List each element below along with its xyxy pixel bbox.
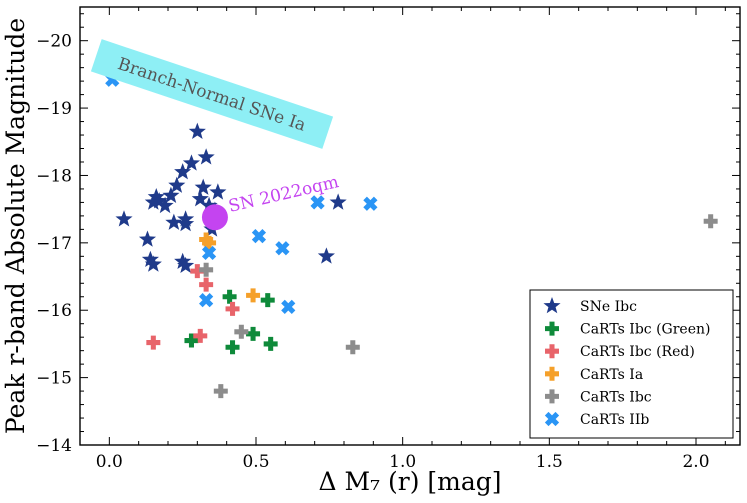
sne-ibc-point (200, 196, 218, 214)
carts-ia-point (202, 235, 217, 250)
sne-ibc-point (162, 186, 180, 203)
y-tick-label: −17 (36, 234, 72, 254)
legend-label-carts-ibc-green: CaRTs Ibc (Green) (580, 322, 710, 338)
sn2022oqm-marker (201, 204, 228, 231)
legend-box (529, 289, 734, 439)
y-tick-label: −18 (36, 166, 72, 186)
carts-ibc-red-point (146, 335, 161, 350)
x-tick-label: 0.0 (96, 452, 123, 472)
sne-ibc-point (115, 210, 133, 227)
sne-ibc-point (197, 148, 215, 165)
sne-ibc-point (141, 250, 159, 267)
carts-ibc-red-point (199, 277, 214, 292)
sne-ibc-point (147, 188, 165, 205)
carts-ibc-point (234, 324, 249, 339)
legend-marker-carts-ia (545, 366, 559, 381)
legend-label-carts-ia: CaRTs Ia (580, 367, 643, 383)
carts-iib-point (199, 293, 214, 308)
carts-ibc-red-point (225, 301, 240, 316)
carts-ibc-point (213, 384, 228, 399)
carts-iib-point (281, 299, 296, 314)
sne-ibc-point (329, 193, 347, 210)
legend: SNe Ibc CaRTs Ibc (Green) CaRTs Ibc (Red) C… (529, 289, 734, 439)
legend-marker-carts-ibc (545, 389, 559, 404)
sne-ibc-point (177, 210, 195, 227)
data-marks (105, 72, 718, 399)
sne-ibc-point (168, 176, 186, 193)
x-tick-label: 2.0 (682, 452, 709, 472)
legend-label-carts-ibc-red: CaRTs Ibc (Red) (580, 344, 695, 360)
carts-iib-point (275, 241, 290, 256)
sne-ibc-point (177, 256, 195, 274)
carts-ia-point (199, 232, 214, 247)
carts-iib-point (363, 196, 378, 211)
carts-ibc-green-point (225, 340, 240, 355)
x-tick-label: 1.5 (536, 452, 563, 472)
y-tick-label: −20 (36, 32, 72, 52)
branch-normal-box (90, 39, 334, 149)
sne-ibc-point (144, 255, 162, 272)
x-tick-label: 1.0 (389, 452, 416, 472)
legend-marker-carts-ibc-red (545, 344, 559, 359)
carts-ibc-point (345, 340, 360, 355)
carts-ibc-green-point (246, 326, 261, 341)
axis-ticks: 0.0 0.5 1.0 1.5 2.0 −20 −19 −18 −17 −16 −15 −14 (36, 7, 740, 472)
sne-ibc-point (177, 214, 195, 232)
sne-ibc-point (209, 183, 227, 200)
y-tick-label: −15 (36, 369, 72, 389)
carts-ibc-green-point (263, 336, 278, 351)
carts-ibc-point (199, 262, 214, 277)
sne-ibc-point (174, 163, 192, 180)
sne-ibc-point (156, 196, 174, 214)
carts-ibc-red-point (193, 328, 208, 343)
carts-ibc-point (703, 214, 718, 229)
carts-ibc-red-point (190, 264, 205, 279)
x-tick-label: 0.5 (242, 452, 269, 472)
sne-ibc-point (317, 247, 335, 264)
carts-ibc-green-point (222, 289, 237, 304)
sne-ibc-point (165, 213, 183, 230)
legend-label-sne-ibc: SNe Ibc (580, 299, 637, 315)
y-axis-title: Peak r-band Absolute Magnitude (1, 18, 30, 434)
sne-ibc-point (174, 252, 192, 269)
sne-ibc-point (188, 122, 206, 139)
legend-label-carts-iib: CaRTs IIb (580, 412, 649, 428)
carts-ia-point (246, 288, 261, 303)
sne-ibc-point (138, 230, 157, 247)
carts-iib-point (310, 195, 325, 210)
x-axis-title: Δ M₇ (r) [mag] (318, 467, 501, 496)
legend-label-carts-ibc: CaRTs Ibc (580, 389, 652, 405)
carts-iib-point (251, 229, 267, 244)
sne-ibc-point (194, 178, 212, 195)
sne-ibc-point (191, 190, 209, 207)
y-tick-label: −16 (36, 301, 72, 321)
legend-marker-carts-ibc-green (545, 321, 559, 336)
carts-ibc-green-point (260, 293, 275, 308)
y-tick-label: −14 (36, 436, 72, 456)
sne-ibc-point (150, 192, 168, 209)
legend-marker-sne-ibc (543, 297, 561, 314)
y-tick-label: −19 (36, 99, 72, 119)
legend-marker-carts-iib (544, 411, 560, 427)
carts-iib-point (201, 245, 217, 261)
carts-ibc-green-point (184, 333, 199, 348)
sne-ibc-point (182, 154, 201, 171)
